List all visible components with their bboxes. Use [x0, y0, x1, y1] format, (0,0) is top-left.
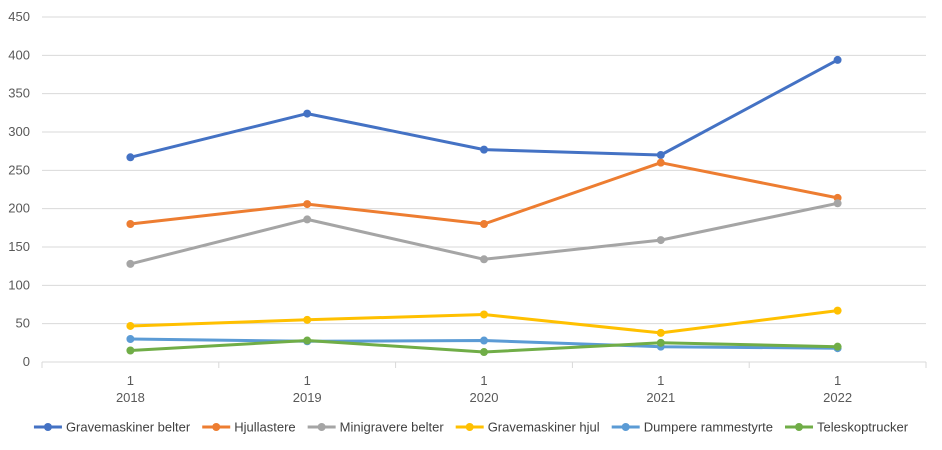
- legend-item: Dumpere rammestyrte: [611, 420, 773, 435]
- y-tick-label: 450: [8, 9, 30, 24]
- data-point: [126, 220, 135, 228]
- data-point: [656, 151, 665, 159]
- data-point: [126, 346, 135, 355]
- legend-item: Teleskoptrucker: [785, 420, 909, 435]
- data-point: [126, 153, 135, 162]
- data-point: [126, 321, 135, 330]
- x-tick-label-year: 2021: [646, 390, 675, 405]
- legend-label: Teleskoptrucker: [817, 420, 909, 435]
- data-point: [480, 310, 488, 319]
- series-line: [128, 161, 840, 226]
- data-point: [480, 220, 488, 228]
- series-group: [126, 55, 842, 357]
- data-point: [303, 109, 312, 118]
- legend-key-marker: [465, 423, 474, 431]
- data-point: [833, 342, 842, 351]
- legend-item: Minigravere belter: [307, 420, 445, 435]
- data-point: [480, 255, 488, 264]
- x-tick-label-top: 1: [657, 373, 664, 388]
- legend-label: Minigravere belter: [340, 420, 445, 435]
- legend: Gravemaskiner belter Hjullastere Minigrave…: [33, 420, 909, 435]
- x-tick-label-top: 1: [480, 373, 487, 388]
- y-tick-label: 350: [8, 86, 30, 101]
- x-tick-label-top: 1: [304, 373, 311, 388]
- y-tick-label: 200: [8, 201, 30, 216]
- y-tick-label: 150: [8, 239, 30, 254]
- series-3: [126, 306, 842, 337]
- series-2: [126, 199, 842, 268]
- series-1: [126, 158, 842, 228]
- data-point: [480, 336, 488, 345]
- y-tick-label: 0: [23, 354, 30, 369]
- x-tick-label-top: 1: [127, 373, 134, 388]
- x-tick-label-year: 2018: [116, 390, 145, 405]
- legend-key-marker: [795, 423, 804, 431]
- data-point: [833, 55, 842, 64]
- series-0: [126, 55, 842, 162]
- x-tick-label-top: 1: [834, 373, 841, 388]
- y-tick-label: 300: [8, 124, 30, 139]
- data-point: [303, 215, 312, 224]
- gridlines: [42, 16, 926, 325]
- data-point: [656, 338, 665, 347]
- data-point: [480, 145, 488, 154]
- data-point: [303, 336, 312, 345]
- x-tick-label-year: 2022: [823, 390, 852, 405]
- data-point: [303, 200, 312, 209]
- data-point: [126, 259, 135, 268]
- legend-key-marker: [212, 423, 221, 431]
- legend-item: Gravemaskiner hjul: [455, 420, 600, 435]
- data-point: [126, 335, 135, 343]
- legend-key-marker: [621, 423, 630, 431]
- legend-item: Hjullastere: [202, 420, 296, 435]
- y-tick-label: 250: [8, 162, 30, 177]
- y-tick-label: 100: [8, 277, 30, 292]
- data-point: [833, 306, 842, 315]
- legend-label: Hjullastere: [234, 420, 295, 435]
- data-point: [656, 236, 665, 245]
- data-point: [833, 199, 842, 208]
- series-line: [128, 58, 840, 159]
- legend-label: Dumpere rammestyrte: [644, 420, 773, 435]
- legend-key-marker: [43, 423, 52, 431]
- data-point: [303, 315, 312, 324]
- legend-label: Gravemaskiner belter: [66, 420, 191, 435]
- x-axis: 1 2018 1 2019 1 2020 1 2021 1 2022: [41, 361, 927, 405]
- legend-key-marker: [317, 423, 326, 431]
- series-5: [126, 336, 842, 357]
- x-tick-label-year: 2019: [293, 390, 322, 405]
- legend-label: Gravemaskiner hjul: [488, 420, 600, 435]
- data-point: [480, 348, 488, 357]
- y-tick-label: 400: [8, 47, 30, 62]
- y-axis: 0 50 100 150 200 250 300 350 400 450: [8, 9, 30, 369]
- data-point: [656, 328, 665, 337]
- x-tick-label-year: 2020: [470, 390, 499, 405]
- legend-item: Gravemaskiner belter: [33, 420, 191, 435]
- data-point: [656, 158, 665, 167]
- y-tick-label: 50: [16, 316, 30, 331]
